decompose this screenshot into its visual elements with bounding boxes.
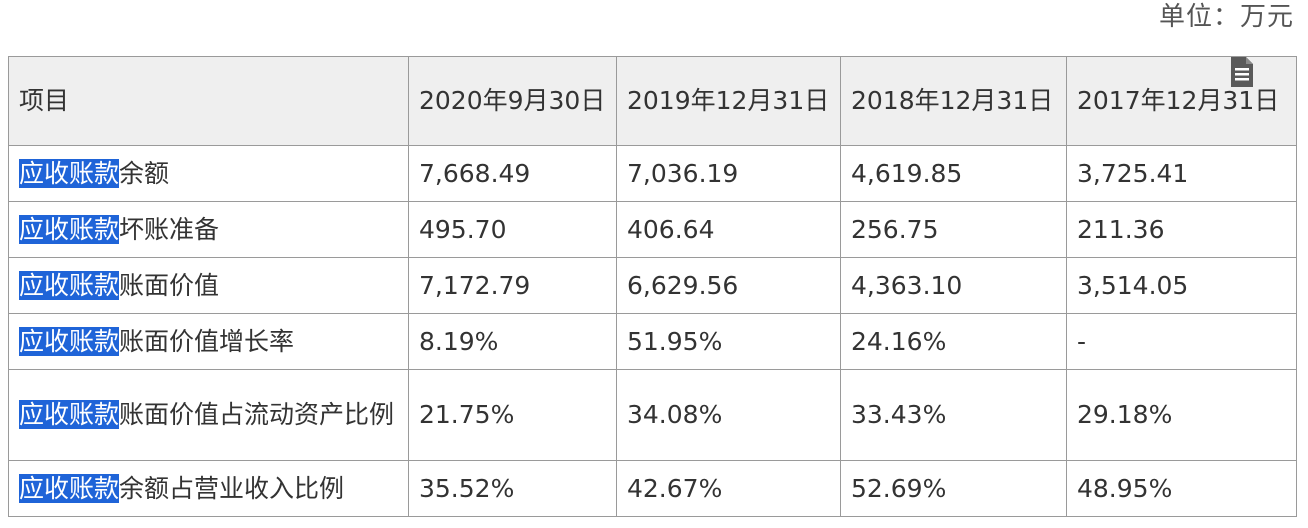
table-cell: 35.52% bbox=[408, 460, 617, 517]
row-label-suffix: 账面价值占流动资产比例 bbox=[119, 400, 395, 429]
highlighted-term: 应收账款 bbox=[19, 158, 120, 188]
table-cell: 7,172.79 bbox=[408, 257, 617, 314]
row-label-suffix: 余额 bbox=[119, 158, 170, 188]
table-row: 应收账款账面价值占流动资产比例 21.75% 34.08% 33.43% 29.… bbox=[8, 369, 1297, 461]
table-cell: 495.70 bbox=[408, 201, 617, 258]
row-label: 应收账款账面价值 bbox=[8, 257, 409, 314]
table-cell: 48.95% bbox=[1066, 460, 1297, 517]
table-row: 应收账款账面价值增长率 8.19% 51.95% 24.16% - bbox=[8, 313, 1297, 370]
row-label: 应收账款余额 bbox=[8, 145, 409, 202]
table-cell: - bbox=[1066, 313, 1297, 370]
table-cell: 51.95% bbox=[616, 313, 841, 370]
highlighted-term: 应收账款 bbox=[19, 270, 120, 300]
header-col-2018: 2018年12月31日 bbox=[840, 56, 1067, 146]
table-cell: 42.67% bbox=[616, 460, 841, 517]
table-cell: 3,514.05 bbox=[1066, 257, 1297, 314]
table-cell: 8.19% bbox=[408, 313, 617, 370]
header-row: 项目 2020年9月30日 2019年12月31日 2018年12月31日 20… bbox=[8, 56, 1297, 146]
table-cell: 29.18% bbox=[1066, 369, 1297, 461]
header-col-2019: 2019年12月31日 bbox=[616, 56, 841, 146]
highlighted-term: 应收账款 bbox=[19, 326, 120, 356]
row-label: 应收账款账面价值占流动资产比例 bbox=[8, 369, 409, 461]
table-row: 应收账款坏账准备 495.70 406.64 256.75 211.36 bbox=[8, 201, 1297, 258]
row-label-suffix: 余额占营业收入比例 bbox=[119, 473, 345, 503]
table-row: 应收账款余额占营业收入比例 35.52% 42.67% 52.69% 48.95… bbox=[8, 460, 1297, 517]
table-cell: 256.75 bbox=[840, 201, 1067, 258]
row-label: 应收账款坏账准备 bbox=[8, 201, 409, 258]
table-cell: 211.36 bbox=[1066, 201, 1297, 258]
table-cell: 34.08% bbox=[616, 369, 841, 461]
header-col-2020: 2020年9月30日 bbox=[408, 56, 617, 146]
table-cell: 21.75% bbox=[408, 369, 617, 461]
document-icon[interactable] bbox=[1229, 56, 1255, 88]
table-cell: 4,619.85 bbox=[840, 145, 1067, 202]
highlighted-term: 应收账款 bbox=[19, 473, 120, 503]
row-label-suffix: 账面价值增长率 bbox=[119, 326, 295, 356]
highlighted-term: 应收账款 bbox=[19, 214, 120, 244]
row-label-suffix: 坏账准备 bbox=[119, 214, 220, 244]
table-row: 应收账款账面价值 7,172.79 6,629.56 4,363.10 3,51… bbox=[8, 257, 1297, 314]
table-cell: 6,629.56 bbox=[616, 257, 841, 314]
table-cell: 24.16% bbox=[840, 313, 1067, 370]
table-cell: 3,725.41 bbox=[1066, 145, 1297, 202]
table-cell: 4,363.10 bbox=[840, 257, 1067, 314]
unit-label: 单位：万元 bbox=[1158, 2, 1294, 32]
header-col-2017: 2017年12月31日 bbox=[1066, 56, 1297, 146]
table-cell: 7,668.49 bbox=[408, 145, 617, 202]
table-cell: 52.69% bbox=[840, 460, 1067, 517]
row-label: 应收账款账面价值增长率 bbox=[8, 313, 409, 370]
table-cell: 406.64 bbox=[616, 201, 841, 258]
row-label-suffix: 账面价值 bbox=[119, 270, 220, 300]
receivables-table: 项目 2020年9月30日 2019年12月31日 2018年12月31日 20… bbox=[8, 56, 1297, 517]
row-label: 应收账款余额占营业收入比例 bbox=[8, 460, 409, 517]
header-item: 项目 bbox=[8, 56, 409, 146]
highlighted-term: 应收账款 bbox=[19, 400, 120, 429]
table-row: 应收账款余额 7,668.49 7,036.19 4,619.85 3,725.… bbox=[8, 145, 1297, 202]
table-cell: 7,036.19 bbox=[616, 145, 841, 202]
table-cell: 33.43% bbox=[840, 369, 1067, 461]
